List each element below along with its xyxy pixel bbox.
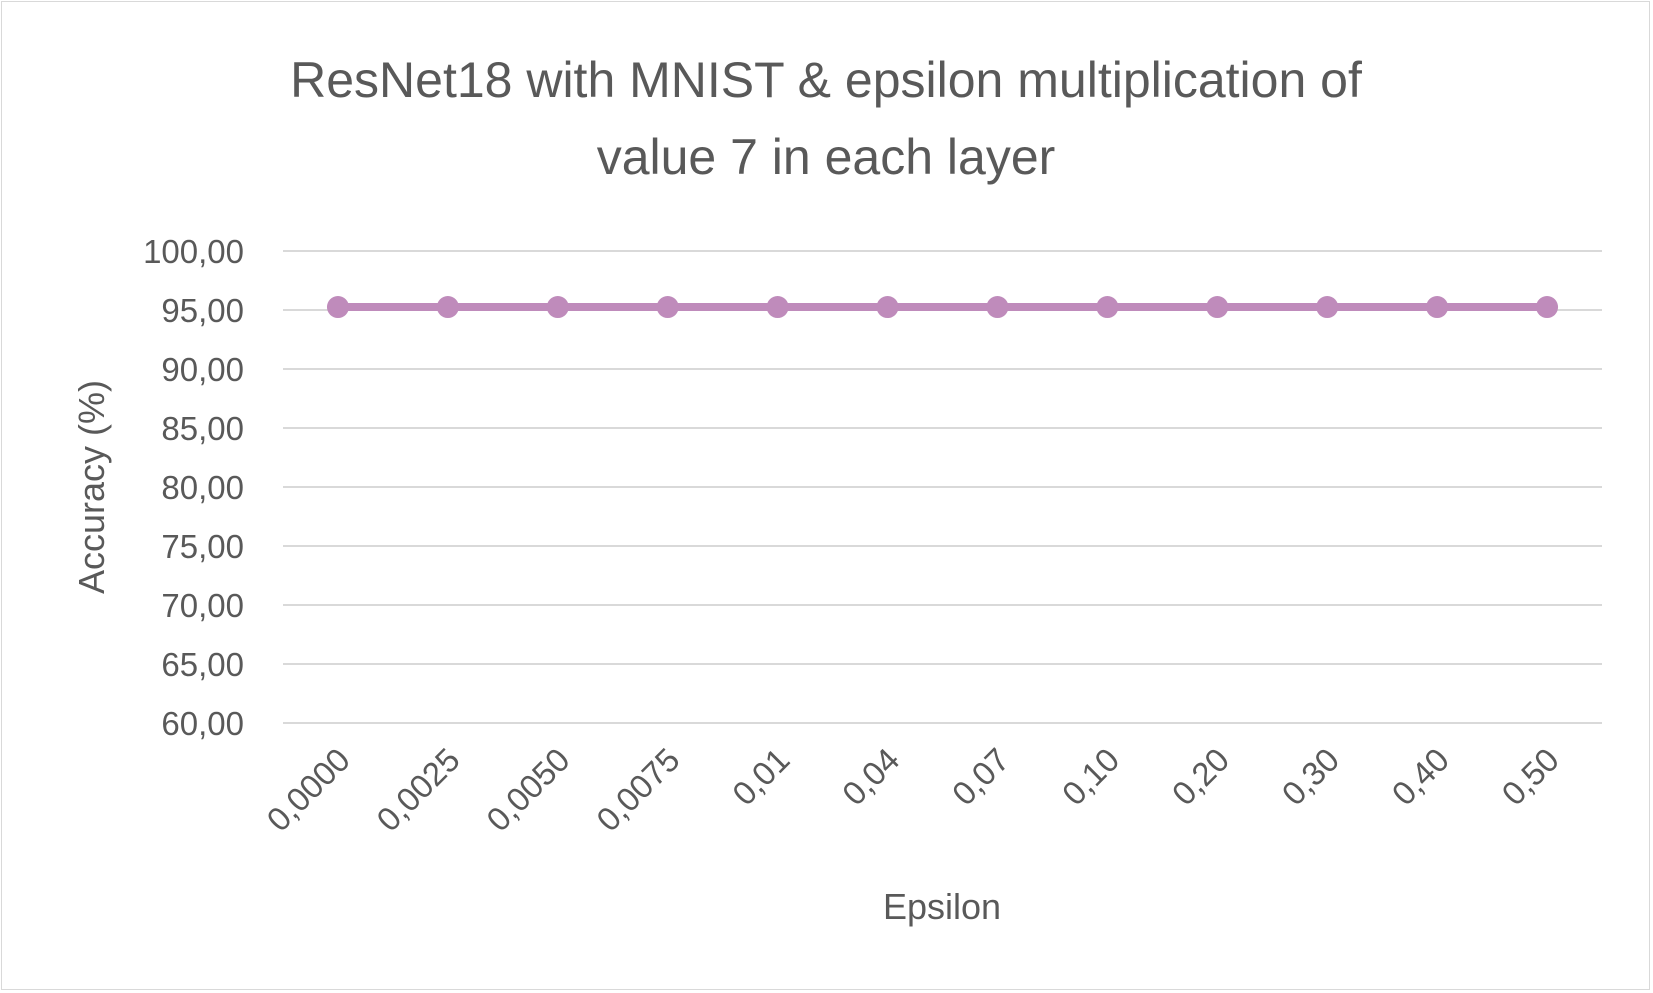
x-tick-label: 0,10 — [1055, 741, 1127, 813]
x-tick-label: 0,0075 — [589, 741, 687, 839]
x-tick-label: 0,01 — [725, 741, 797, 813]
data-point — [986, 296, 1009, 319]
data-point — [1426, 296, 1449, 319]
x-tick-labels: 0,0000 0,0025 0,0050 0,0075 0,01 0,04 0,07 0,10… — [259, 741, 1566, 839]
y-tick-label: 80,00 — [161, 469, 244, 506]
data-point — [1096, 296, 1119, 319]
y-tick-label: 65,00 — [161, 646, 244, 683]
x-tick-label: 0,07 — [945, 741, 1017, 813]
x-tick-label: 0,30 — [1275, 741, 1347, 813]
x-tick-label: 0,04 — [835, 741, 907, 813]
data-point — [326, 296, 349, 319]
x-tick-label: 0,0025 — [369, 741, 467, 839]
y-axis-title: Accuracy (%) — [71, 380, 112, 594]
data-point — [436, 296, 459, 319]
x-tick-label: 0,40 — [1384, 741, 1456, 813]
y-tick-label: 75,00 — [161, 528, 244, 565]
data-point — [1536, 296, 1559, 319]
x-tick-label: 0,0050 — [479, 741, 577, 839]
y-tick-label: 95,00 — [161, 292, 244, 329]
data-point — [766, 296, 789, 319]
x-tick-label: 0,50 — [1494, 741, 1566, 813]
data-point — [1206, 296, 1229, 319]
data-point — [1316, 296, 1339, 319]
y-tick-label: 70,00 — [161, 587, 244, 624]
data-point — [656, 296, 679, 319]
data-point — [876, 296, 899, 319]
series-layer — [326, 296, 1559, 319]
y-tick-label: 60,00 — [161, 705, 244, 742]
y-tick-labels: 60,00 65,00 70,00 75,00 80,00 85,00 90,00 95,00… — [143, 233, 244, 742]
y-tick-label: 90,00 — [161, 351, 244, 388]
x-axis-title: Epsilon — [883, 886, 1001, 927]
x-tick-label: 0,0000 — [259, 741, 357, 839]
gridlines — [283, 250, 1602, 724]
x-tick-label: 0,20 — [1165, 741, 1237, 813]
chart-title-line-2: value 7 in each layer — [597, 129, 1056, 185]
chart-title-line-1: ResNet18 with MNIST & epsilon multiplica… — [290, 52, 1362, 108]
y-tick-label: 85,00 — [161, 410, 244, 447]
data-point — [546, 296, 569, 319]
y-tick-label: 100,00 — [143, 233, 244, 270]
